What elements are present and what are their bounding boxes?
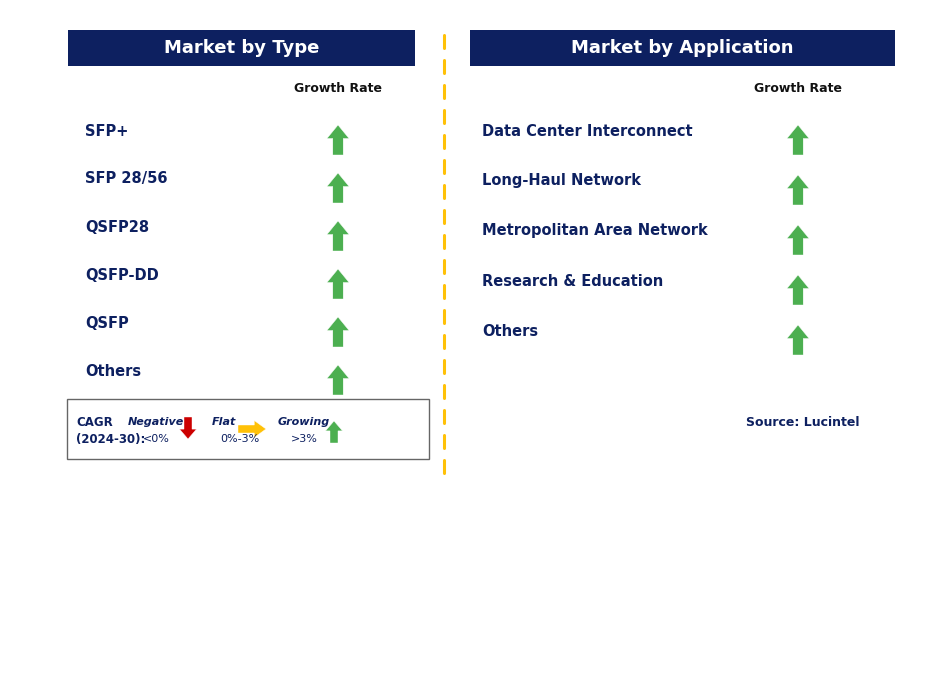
FancyBboxPatch shape [469, 30, 894, 66]
Text: QSFP-DD: QSFP-DD [85, 268, 159, 283]
Text: Market by Type: Market by Type [163, 39, 319, 57]
Text: QSFP28: QSFP28 [85, 219, 149, 234]
Text: Others: Others [481, 324, 537, 339]
Text: Research & Education: Research & Education [481, 273, 663, 288]
Polygon shape [327, 173, 348, 203]
Polygon shape [238, 421, 265, 438]
Text: (2024-30):: (2024-30): [76, 432, 145, 445]
Polygon shape [786, 275, 808, 305]
Text: Negative: Negative [127, 417, 184, 427]
Text: CAGR: CAGR [76, 415, 112, 428]
Text: Source: Lucintel: Source: Lucintel [746, 415, 859, 428]
Polygon shape [327, 221, 348, 251]
Text: Growing: Growing [278, 417, 329, 427]
Polygon shape [786, 325, 808, 355]
FancyBboxPatch shape [67, 399, 429, 459]
Polygon shape [786, 225, 808, 255]
Text: Metropolitan Area Network: Metropolitan Area Network [481, 223, 707, 238]
Polygon shape [327, 269, 348, 299]
Polygon shape [327, 125, 348, 155]
Text: 0%-3%: 0%-3% [220, 434, 260, 444]
Polygon shape [179, 417, 196, 439]
Polygon shape [327, 365, 348, 395]
Text: QSFP: QSFP [85, 316, 128, 331]
Polygon shape [786, 125, 808, 155]
Text: SFP 28/56: SFP 28/56 [85, 171, 167, 186]
FancyBboxPatch shape [68, 30, 414, 66]
Text: Flat: Flat [211, 417, 236, 427]
Text: <0%: <0% [143, 434, 169, 444]
Polygon shape [327, 317, 348, 347]
Text: Data Center Interconnect: Data Center Interconnect [481, 124, 692, 139]
Text: Growth Rate: Growth Rate [294, 81, 381, 94]
Text: Long-Haul Network: Long-Haul Network [481, 173, 640, 189]
Polygon shape [325, 421, 342, 443]
Text: Growth Rate: Growth Rate [753, 81, 841, 94]
Text: Market by Application: Market by Application [570, 39, 793, 57]
Text: SFP+: SFP+ [85, 124, 128, 139]
Text: >3%: >3% [290, 434, 317, 444]
Text: Others: Others [85, 363, 141, 378]
Polygon shape [786, 175, 808, 205]
